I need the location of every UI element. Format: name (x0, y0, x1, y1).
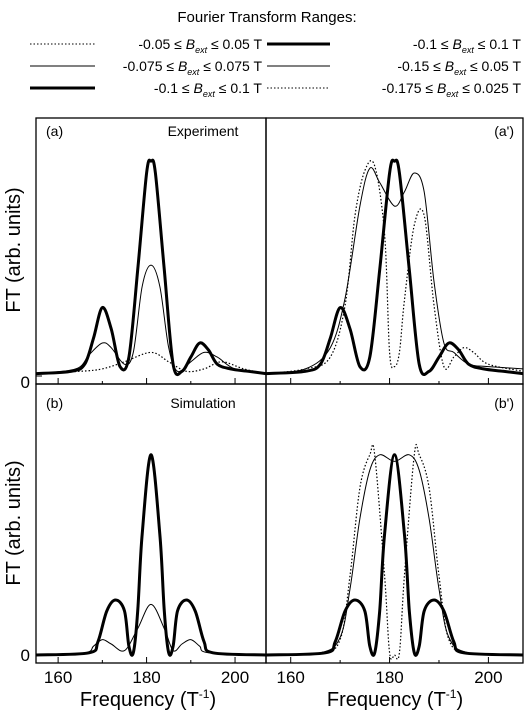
x-axis-title-right: Frequency (T-1) (327, 687, 463, 711)
legend-label-3: -0.1 ≤ Bext ≤ 0.1 T (154, 80, 263, 99)
series-line-a_prime-dotted-2 (266, 159, 523, 375)
panel-frame-b (35, 383, 267, 664)
panel-frame-b-prime (265, 383, 524, 664)
panel-label-b: (b) (46, 395, 63, 411)
plot-layer: 160 180 200 160 180 200 (36, 158, 523, 687)
legend-label-2: -0.075 ≤ Bext ≤ 0.075 T (123, 58, 263, 77)
panel-title-simulation: Simulation (170, 395, 235, 411)
series-line-b_prime-dotted-1 (266, 443, 523, 660)
legend-title: Fourier Transform Ranges: (177, 9, 356, 26)
series-line-b-thin-0 (36, 603, 266, 656)
y-axis-title-bottom: FT (arb. units) (3, 460, 25, 585)
panel-frame-a (35, 117, 267, 385)
x-tick-label-b_prime-160: 160 (277, 668, 305, 687)
legend: Fourier Transform Ranges: -0.05 ≤ Bext ≤… (30, 9, 521, 99)
y-axis-title-top: FT (arb. units) (3, 187, 25, 312)
x-tick-label-b-200: 200 (221, 668, 249, 687)
series-line-a-thick-2 (36, 158, 266, 377)
panel-frame-a-prime (265, 117, 524, 385)
series-line-a-thin-1 (36, 264, 266, 375)
y-tick-zero-top: 0 (21, 373, 30, 392)
panel-label-a-prime: (a') (494, 123, 514, 139)
y-tick-zero-bottom: 0 (21, 646, 30, 665)
x-tick-label-b_prime-180: 180 (375, 668, 403, 687)
series-line-b-thick-1 (36, 453, 266, 657)
series-line-a-dotted-0 (36, 351, 266, 375)
legend-label-5: -0.15 ≤ Bext ≤ 0.05 T (397, 58, 521, 77)
series-line-a_prime-thick-0 (266, 158, 523, 377)
series-line-b_prime-thin-0 (266, 454, 523, 656)
panel-label-a: (a) (46, 123, 63, 139)
series-line-b_prime-thick-2 (266, 453, 523, 657)
panel-label-b-prime: (b') (494, 395, 514, 411)
legend-label-6: -0.175 ≤ Bext ≤ 0.025 T (382, 80, 522, 99)
x-tick-label-b-180: 180 (132, 668, 160, 687)
x-tick-label-b-160: 160 (44, 668, 72, 687)
series-line-a_prime-thin-1 (266, 167, 523, 375)
legend-label-4: -0.1 ≤ Bext ≤ 0.1 T (413, 36, 522, 55)
panel-title-experiment: Experiment (168, 123, 239, 139)
x-tick-label-b_prime-200: 200 (474, 668, 502, 687)
x-axis-title-left: Frequency (T-1) (80, 687, 216, 711)
legend-label-1: -0.05 ≤ Bext ≤ 0.05 T (138, 36, 262, 55)
